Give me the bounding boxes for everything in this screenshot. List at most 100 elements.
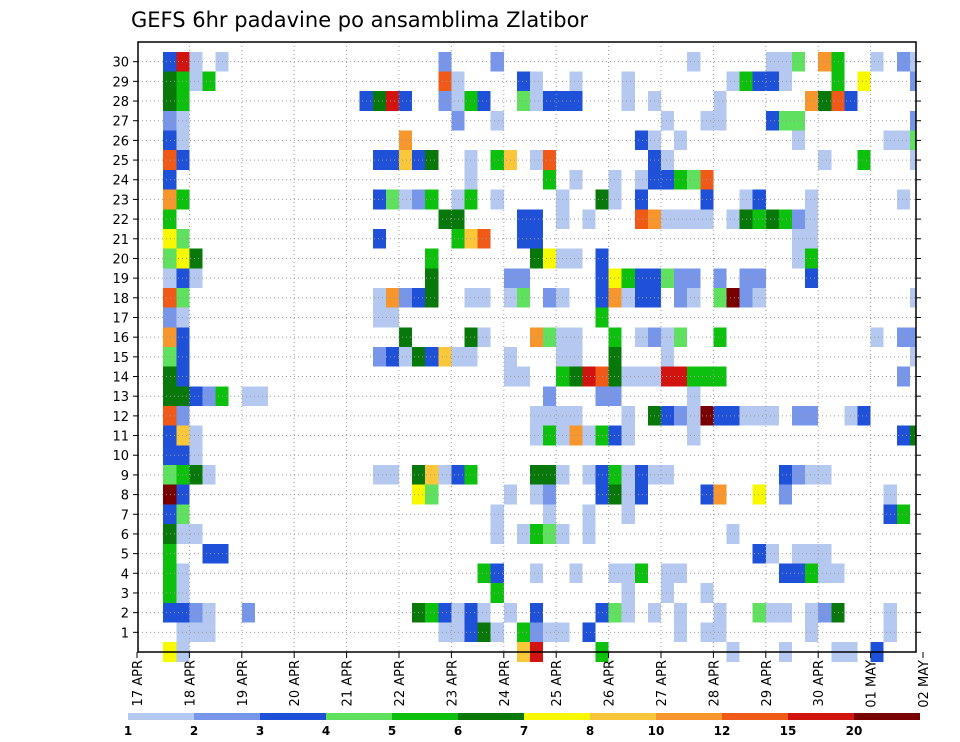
legend-label: 7 bbox=[520, 724, 528, 738]
heatmap-cell bbox=[765, 209, 779, 229]
heatmap-cell bbox=[189, 602, 203, 623]
heatmap-cell bbox=[621, 287, 635, 308]
heatmap-cell bbox=[805, 563, 819, 584]
y-tick-label: 6 bbox=[121, 528, 129, 543]
legend-swatch bbox=[590, 713, 656, 720]
heatmap-cell bbox=[661, 268, 675, 288]
heatmap-cell bbox=[634, 563, 648, 584]
heatmap-cell bbox=[241, 386, 255, 407]
heatmap-cell bbox=[831, 91, 845, 111]
heatmap-cell bbox=[425, 484, 439, 505]
heatmap-cell bbox=[621, 583, 635, 603]
heatmap-cell bbox=[438, 209, 452, 229]
heatmap-cell bbox=[464, 150, 478, 170]
heatmap-cell bbox=[425, 150, 439, 170]
heatmap-cell bbox=[805, 543, 819, 564]
heatmap-cell bbox=[608, 602, 622, 623]
heatmap-cell bbox=[163, 169, 177, 190]
heatmap-cell bbox=[778, 110, 792, 131]
heatmap-cell bbox=[163, 445, 177, 466]
heatmap-cell bbox=[399, 130, 413, 151]
heatmap-cell bbox=[634, 366, 648, 387]
heatmap-cell bbox=[530, 524, 544, 544]
heatmap-cell bbox=[464, 347, 478, 367]
y-tick-label: 28 bbox=[112, 95, 129, 110]
legend-label: 12 bbox=[714, 724, 731, 738]
heatmap-cell bbox=[621, 71, 635, 92]
y-tick-label: 16 bbox=[112, 331, 129, 346]
y-tick-label: 5 bbox=[121, 548, 129, 563]
heatmap-cell bbox=[634, 209, 648, 229]
heatmap-cell bbox=[385, 465, 399, 485]
heatmap-cell bbox=[831, 563, 845, 584]
y-tick-label: 15 bbox=[112, 351, 129, 366]
x-tick-label: 26 APR bbox=[603, 660, 618, 706]
heatmap-cell bbox=[543, 91, 557, 111]
heatmap-cell bbox=[582, 425, 596, 446]
heatmap-cell bbox=[464, 622, 478, 643]
heatmap-cell bbox=[896, 504, 910, 525]
heatmap-cell bbox=[765, 602, 779, 623]
heatmap-cell bbox=[163, 347, 177, 367]
heatmap-cell bbox=[687, 425, 701, 446]
heatmap-cell bbox=[163, 386, 177, 407]
heatmap-cell bbox=[163, 51, 177, 72]
x-tick-label: 20 APR bbox=[288, 660, 303, 706]
heatmap-cell bbox=[464, 228, 478, 249]
heatmap-cell bbox=[805, 91, 819, 111]
heatmap-cell bbox=[805, 465, 819, 485]
legend-swatch bbox=[392, 713, 458, 720]
heatmap-cell bbox=[778, 209, 792, 229]
heatmap-cell bbox=[530, 150, 544, 170]
heatmap-cell bbox=[399, 347, 413, 367]
heatmap-cell bbox=[608, 327, 622, 347]
heatmap-cell bbox=[163, 228, 177, 249]
y-tick-label: 8 bbox=[121, 489, 129, 504]
heatmap-cell bbox=[687, 386, 701, 407]
heatmap-cell bbox=[163, 307, 177, 328]
heatmap-cell bbox=[726, 287, 740, 308]
heatmap-cell bbox=[569, 425, 583, 446]
legend-label: 1 bbox=[124, 724, 132, 738]
heatmap-cell bbox=[189, 445, 203, 466]
heatmap-cell bbox=[438, 71, 452, 92]
heatmap-cell bbox=[909, 51, 916, 72]
heatmap-cell bbox=[608, 465, 622, 485]
heatmap-cell bbox=[530, 425, 544, 446]
heatmap-cell bbox=[163, 130, 177, 151]
heatmap-cell bbox=[163, 209, 177, 229]
heatmap-cell bbox=[818, 563, 832, 584]
heatmap-cell bbox=[464, 327, 478, 347]
heatmap-cell bbox=[752, 484, 766, 505]
heatmap-cell bbox=[674, 209, 688, 229]
heatmap-cell bbox=[870, 51, 884, 72]
heatmap-cell bbox=[831, 51, 845, 72]
heatmap-cell bbox=[909, 287, 916, 308]
heatmap-cell bbox=[909, 425, 916, 446]
heatmap-cell bbox=[569, 248, 583, 269]
x-tick-label: 27 APR bbox=[655, 660, 670, 706]
heatmap-cell bbox=[490, 583, 504, 603]
heatmap-cell bbox=[661, 465, 675, 485]
heatmap-cell bbox=[818, 602, 832, 623]
heatmap-cell bbox=[451, 465, 465, 485]
heatmap-cell bbox=[451, 91, 465, 111]
heatmap-cell bbox=[425, 268, 439, 288]
heatmap-cell bbox=[909, 327, 916, 347]
x-tick-label: 22 APR bbox=[393, 660, 408, 706]
heatmap-cell bbox=[765, 71, 779, 92]
x-tick-label: 19 APR bbox=[236, 660, 251, 706]
heatmap-cell bbox=[674, 327, 688, 347]
heatmap-cell bbox=[530, 228, 544, 249]
heatmap-cell bbox=[582, 524, 596, 544]
heatmap-cell bbox=[634, 287, 648, 308]
x-tick-label: 28 APR bbox=[707, 660, 722, 706]
heatmap-cell bbox=[621, 425, 635, 446]
legend-swatch bbox=[656, 713, 722, 720]
heatmap-cell bbox=[896, 189, 910, 210]
heatmap-cell bbox=[608, 366, 622, 387]
heatmap-cell bbox=[778, 71, 792, 92]
heatmap-cell bbox=[202, 465, 216, 485]
heatmap-cell bbox=[189, 622, 203, 643]
